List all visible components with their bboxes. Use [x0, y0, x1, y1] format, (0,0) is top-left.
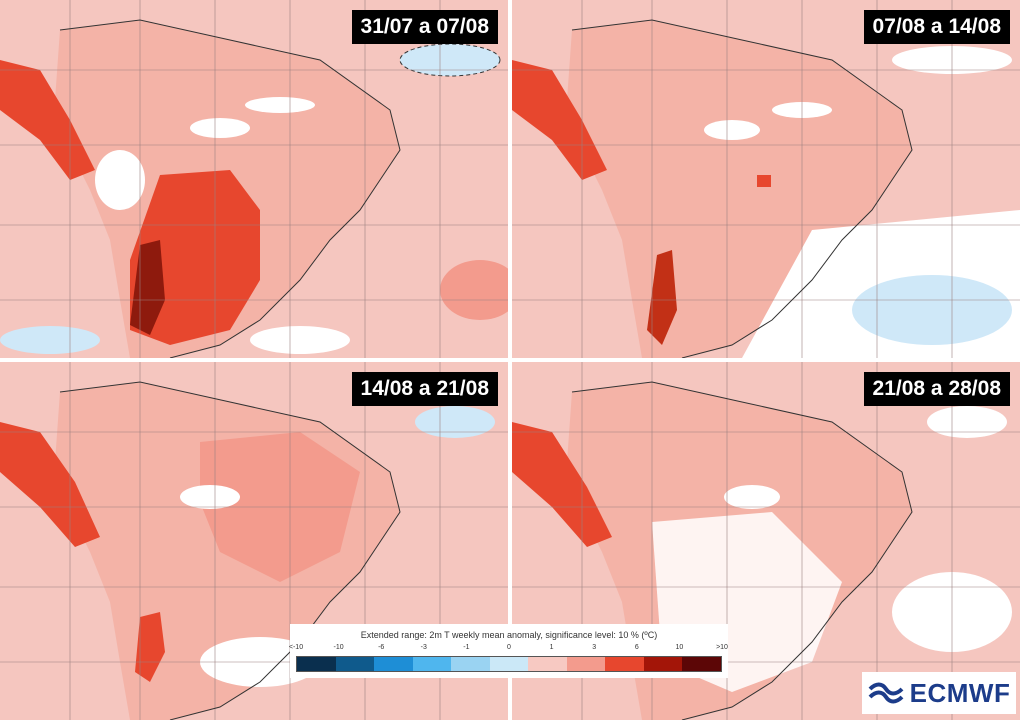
legend-color-segment: [682, 657, 722, 671]
legend-tick-label: -3: [420, 644, 427, 651]
period-label: 14/08 a 21/08: [351, 372, 498, 406]
cold-spot: [250, 326, 350, 354]
coastline: [59, 19, 401, 358]
map-panel-week-1: 31/07 a 07/08: [0, 0, 508, 358]
cold-spot: [180, 485, 240, 509]
pacific-warm-band: [512, 422, 612, 547]
coastline: [571, 19, 913, 358]
pacific-warm-band: [0, 60, 95, 180]
legend-tick-label: -10: [333, 644, 344, 651]
legend-tick-label: 1: [549, 644, 554, 651]
continent-land: [567, 20, 912, 358]
cold-spot: [415, 406, 495, 438]
legend-color-segment: [566, 657, 606, 671]
period-label: 07/08 a 14/08: [863, 10, 1010, 44]
legend-tick-label: 10: [675, 644, 684, 651]
map-grid: [0, 0, 508, 358]
logo-text: ECMWF: [909, 677, 1011, 708]
map-grid: [0, 362, 508, 720]
cold-spot: [724, 485, 780, 509]
ecmwf-logo: ECMWF: [862, 672, 1016, 714]
cold-spot: [95, 150, 145, 210]
legend-color-segment: [643, 657, 683, 671]
legend-color-segment: [412, 657, 452, 671]
legend-title: Extended range: 2m T weekly mean anomaly…: [360, 630, 658, 640]
map-panel-week-2: 07/08 a 14/08: [512, 0, 1020, 358]
temperature-anomaly-map: [0, 0, 508, 358]
legend-color-segment: [297, 657, 336, 671]
color-legend: Extended range: 2m T weekly mean anomaly…: [289, 624, 728, 678]
legend-color-segment: [605, 657, 644, 671]
legend-tick-label: 0: [507, 644, 511, 651]
cold-spot: [245, 97, 315, 113]
legend-tick-label: <-10: [288, 644, 304, 651]
legend-ticks: <-10 -10 -6 -3 -1 0 1 3 6 10 >10: [289, 644, 728, 654]
legend-color-segment: [374, 657, 413, 671]
pacific-warm-band: [0, 422, 100, 547]
legend-color-segment: [528, 657, 567, 671]
coastline: [59, 381, 401, 720]
temperature-anomaly-map: [512, 0, 1020, 358]
map-grid: [512, 0, 1020, 358]
extreme-warm-core: [647, 250, 677, 345]
legend-tick-label: -1: [463, 644, 470, 651]
period-label: 21/08 a 28/08: [863, 372, 1010, 406]
map-panel-week-3: 14/08 a 21/08: [0, 362, 508, 720]
pacific-warm-band: [512, 60, 607, 180]
legend-color-segment: [335, 657, 375, 671]
cold-spot: [190, 118, 250, 138]
ecmwf-wave-icon: [868, 682, 904, 704]
temperature-anomaly-map: [0, 362, 508, 720]
legend-tick-label: 3: [592, 644, 597, 651]
cold-spot: [852, 275, 1012, 345]
legend-color-segment: [451, 657, 490, 671]
warm-spot: [757, 175, 771, 187]
warm-spot: [440, 260, 508, 320]
cold-spot: [704, 120, 760, 140]
cold-spot: [399, 43, 501, 77]
legend-tick-label: -6: [378, 644, 385, 651]
legend-tick-label: >10: [716, 644, 728, 651]
period-label: 31/07 a 07/08: [351, 10, 498, 44]
cold-spot: [0, 326, 100, 354]
extreme-warm-core: [130, 240, 165, 335]
legend-color-segment: [489, 657, 529, 671]
legend-tick-label: 6: [634, 644, 639, 651]
cold-spot: [927, 406, 1007, 438]
coastline: [571, 381, 913, 720]
extreme-warm-core: [135, 612, 165, 682]
legend-color-bar: [296, 656, 722, 672]
